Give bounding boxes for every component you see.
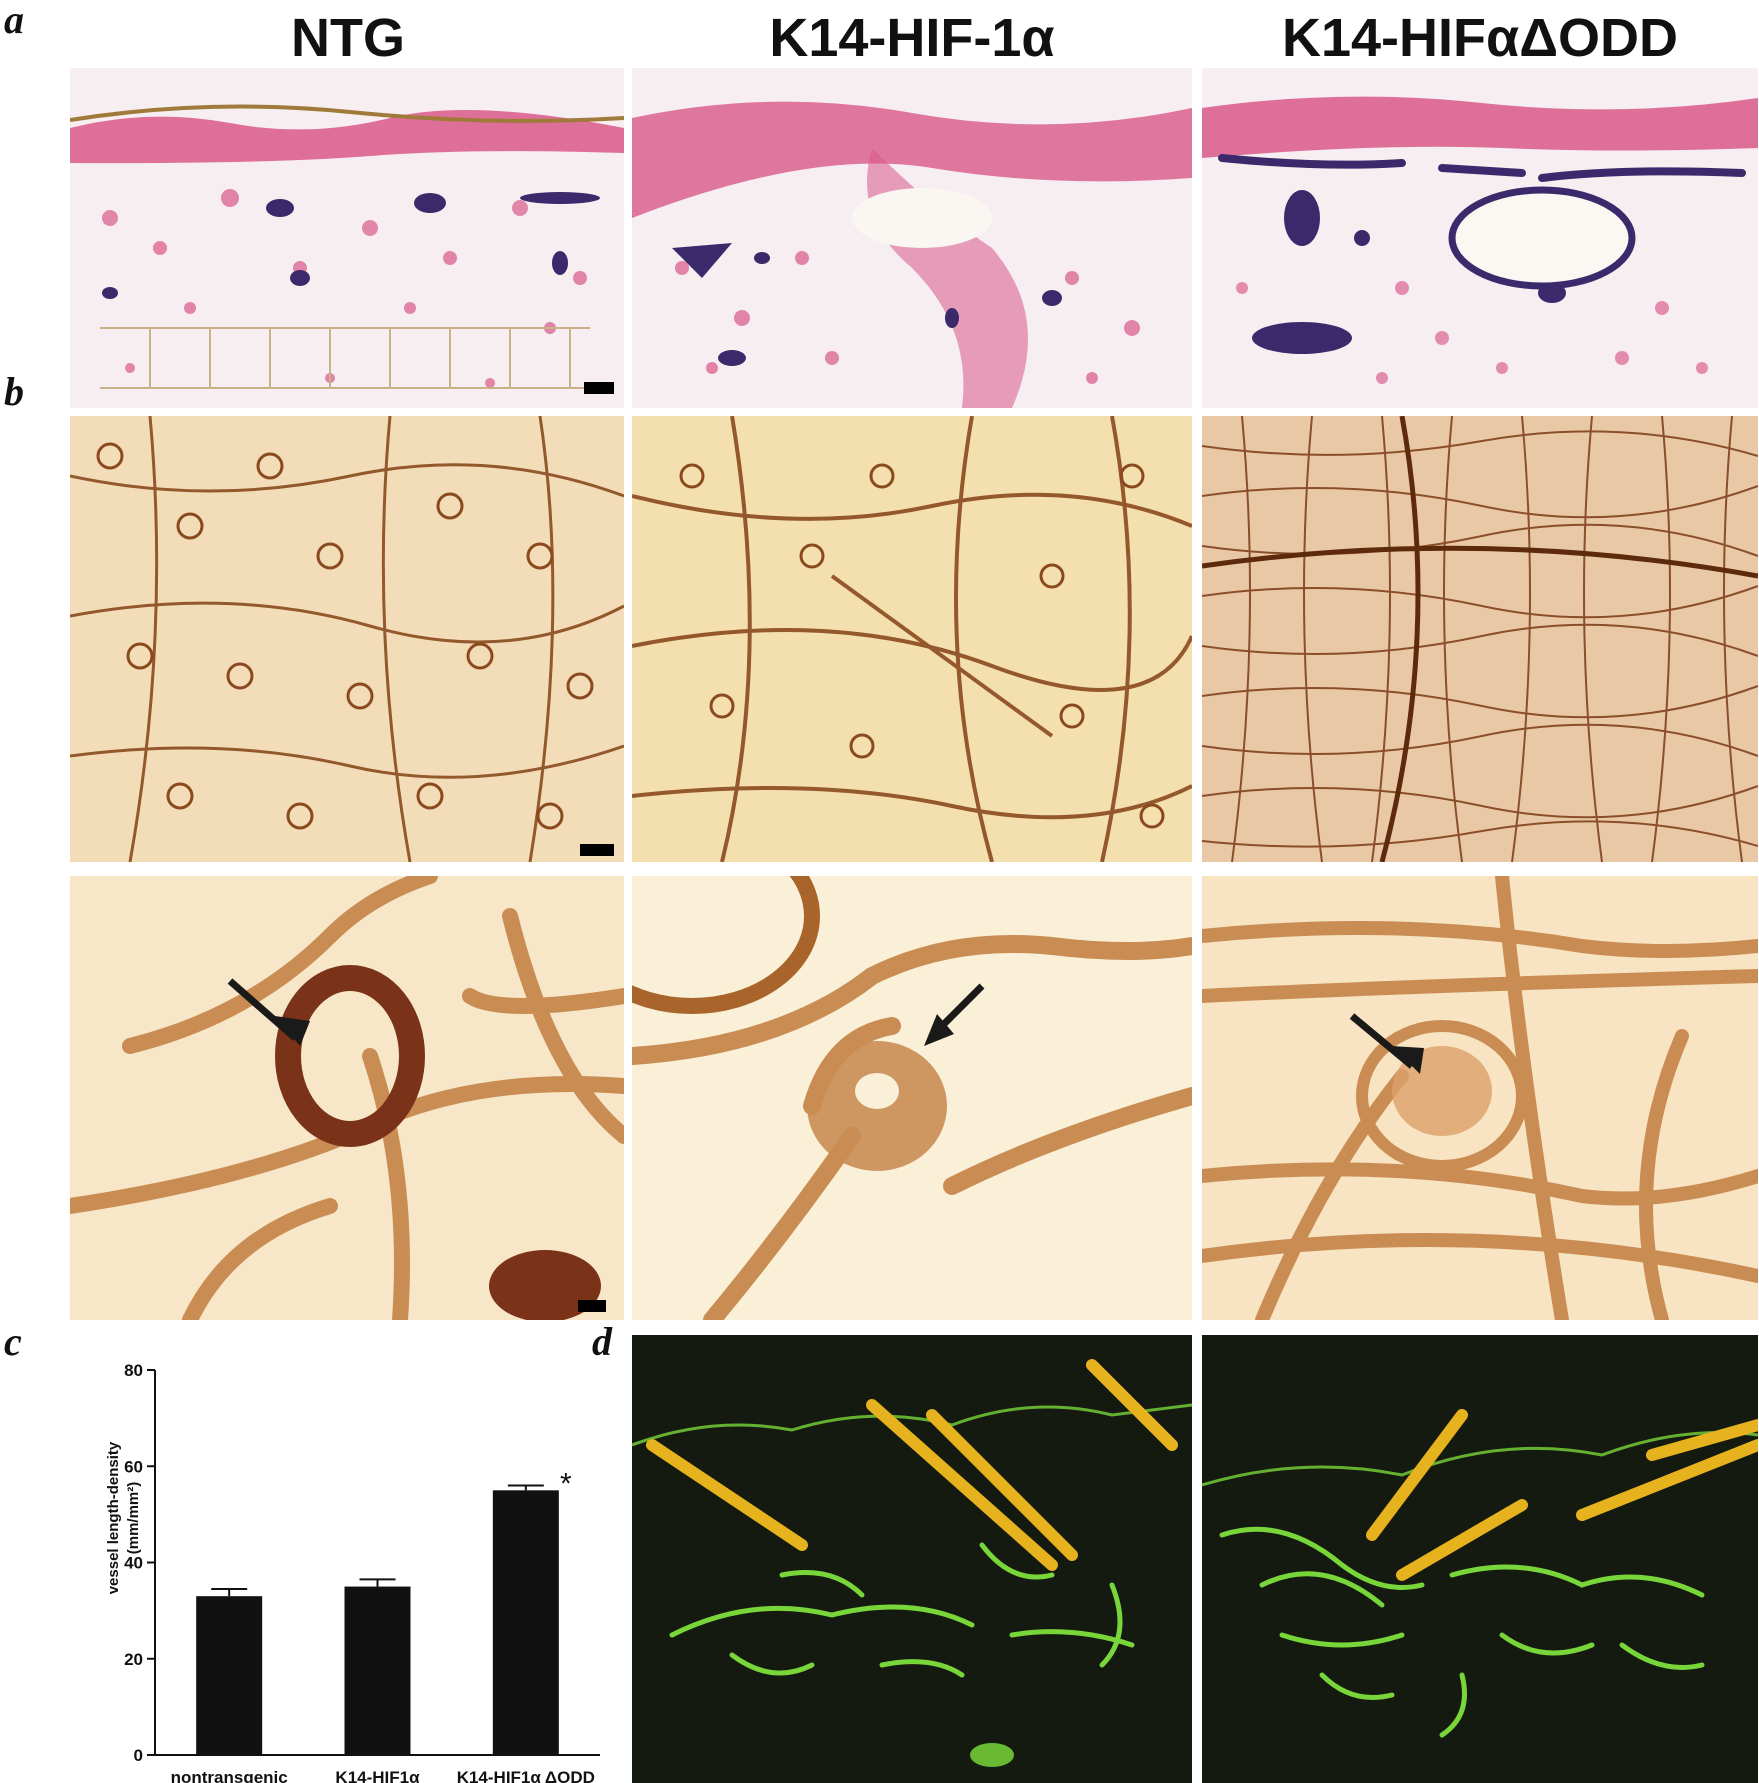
- panel-letter-b: b: [4, 369, 24, 414]
- follicle-closeup-ntg: [70, 876, 624, 1320]
- whole-mount-vasculature-k14-hif1a: [632, 416, 1192, 862]
- bar: [344, 1586, 411, 1755]
- histology-image-k14-hifa-dodd: [1202, 68, 1758, 408]
- x-tick-label: K14-HIF1α: [335, 1768, 420, 1783]
- x-tick-label: K14-HIF1α ΔODD: [457, 1768, 595, 1783]
- follicle-closeup-k14-hif1a: [632, 876, 1192, 1320]
- y-tick-label: 20: [124, 1650, 143, 1669]
- follicle-closeup-k14-hifa-dodd: [1202, 876, 1758, 1320]
- histology-image-ntg: [70, 68, 624, 408]
- bar: [196, 1596, 263, 1755]
- panel-letter-d: d: [592, 1319, 612, 1364]
- x-tick-label: nontransgenic: [171, 1768, 288, 1783]
- y-tick-label: 60: [124, 1457, 143, 1476]
- column-title-k14-hif1a: K14-HIF-1α: [769, 8, 1055, 68]
- whole-mount-vasculature-k14-hifa-dodd: [1202, 416, 1758, 862]
- scale-bar: [580, 844, 614, 856]
- y-tick-label: 80: [124, 1361, 143, 1380]
- column-title-ntg: NTG: [291, 8, 405, 68]
- fluorescence-image-k14-hif1a: [632, 1335, 1192, 1783]
- whole-mount-vasculature-ntg: [70, 416, 624, 862]
- y-axis-label-line1: vessel length-density: [105, 1441, 122, 1594]
- panel-letter-a: a: [4, 0, 24, 42]
- scale-bar: [584, 382, 614, 394]
- column-title-k14-hifa-dodd: K14-HIFαΔODD: [1281, 8, 1679, 68]
- vessel-density-chart: vessel length-density (mm/mm²) 0 20 40 60 80…: [0, 1330, 620, 1783]
- panel-letter-c: c: [4, 1319, 22, 1364]
- y-tick-label: 0: [134, 1746, 143, 1765]
- y-axis-label: vessel length-density (mm/mm²): [105, 1441, 142, 1594]
- scale-bar: [578, 1300, 606, 1312]
- y-axis-label-line2: (mm/mm²): [125, 1482, 142, 1555]
- fluorescence-image-k14-hifa-dodd: [1202, 1335, 1758, 1783]
- bar: [492, 1490, 559, 1755]
- significance-marker: *: [560, 1468, 572, 1501]
- histology-image-k14-hif1a: [632, 68, 1192, 408]
- y-tick-label: 40: [124, 1554, 143, 1573]
